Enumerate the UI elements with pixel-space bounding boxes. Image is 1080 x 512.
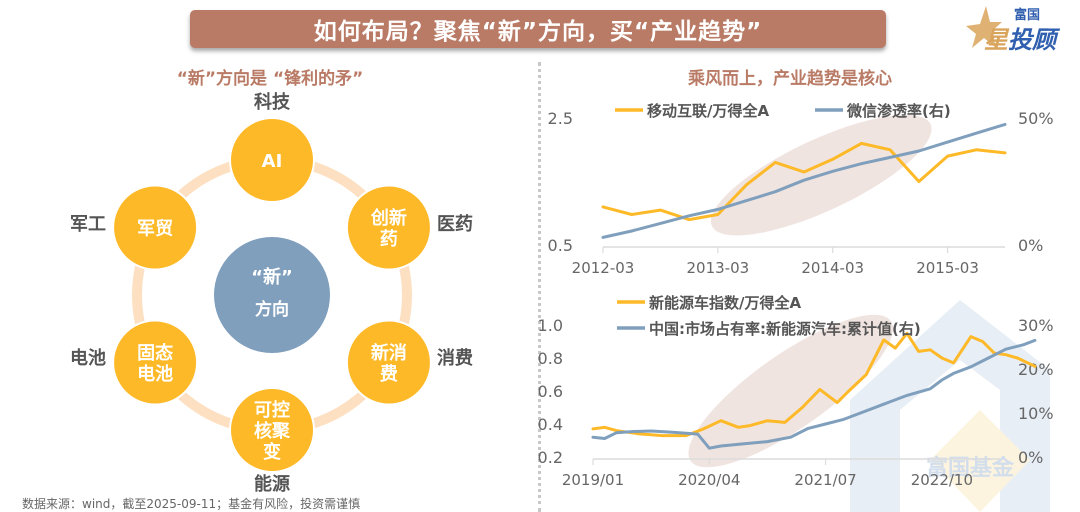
series-line-0 — [601, 141, 1007, 222]
logo-rest-text: 投顾 — [1008, 26, 1056, 54]
node-circle — [345, 319, 432, 406]
node-消费: 新消费 — [345, 319, 432, 406]
category-label: 电池 — [70, 347, 106, 369]
page-title: 如何布局？聚焦“新”方向，买“产业趋势” — [313, 19, 763, 45]
legend-label: 移动互联/万得全A — [647, 102, 769, 120]
series-line-0 — [591, 331, 1037, 438]
category-label: 科技 — [254, 91, 291, 113]
star-icon — [966, 6, 1002, 48]
x-tick-label: 2021/07 — [794, 471, 856, 489]
node-text: 创新 — [370, 207, 407, 229]
y2-tick-label: 20% — [1018, 360, 1054, 379]
node-军工: 军贸 — [112, 184, 199, 271]
legend-label: 中国:市场占有率:新能源汽车:累计值(右) — [649, 320, 921, 338]
y2-tick-label: 10% — [1018, 404, 1054, 423]
y2-tick-label: 0% — [1018, 236, 1043, 255]
node-text: 可控 — [254, 399, 290, 421]
node-text: 费 — [380, 364, 398, 385]
logo-subtext: 富国 — [1014, 8, 1041, 23]
title-banner: 如何布局？聚焦“新”方向，买“产业趋势” — [190, 10, 886, 48]
series-line-1 — [591, 338, 1037, 450]
node-text: 电池 — [137, 363, 173, 385]
brand-logo: 富国 星投顾 — [962, 2, 1074, 55]
legend-label: 新能源车指数/万得全A — [649, 294, 801, 312]
node-circle — [345, 184, 432, 271]
x-tick-label: 2012-03 — [572, 259, 635, 277]
highlight-ellipse — [688, 314, 893, 468]
y-tick-label: 0.5 — [548, 236, 573, 255]
center-text-line2: 方向 — [255, 299, 289, 320]
x-tick-label: 2013-03 — [687, 259, 750, 277]
section-divider — [538, 62, 541, 512]
y2-tick-label: 30% — [1018, 316, 1054, 335]
node-科技: AI — [229, 117, 315, 203]
right-section-title: 乘风而上，产业趋势是核心 — [688, 69, 892, 89]
node-text: 核聚 — [254, 420, 291, 442]
y-tick-label: 0.8 — [538, 349, 563, 368]
node-医药: 创新药 — [345, 184, 432, 271]
data-source-note: 数据来源：wind，截至2025-09-11；基金有风险，投资需谨慎 — [22, 497, 361, 511]
node-text: 固态 — [137, 342, 173, 364]
node-text: 新消 — [371, 342, 407, 364]
y-tick-label: 1.0 — [538, 316, 563, 335]
center-circle — [214, 237, 330, 353]
center-text-line1: “新” — [251, 266, 293, 288]
logo-star-char: 星 — [984, 26, 1008, 54]
y-tick-label: 0.2 — [538, 448, 563, 467]
left-section-title: “新”方向是 “锋利的矛” — [176, 69, 364, 89]
x-tick-label: 2020/04 — [678, 471, 740, 489]
series-line-1 — [601, 122, 1007, 239]
y2-tick-label: 0% — [1018, 448, 1043, 467]
logo-maintext: 星投顾 — [984, 20, 1056, 55]
node-text: 军贸 — [137, 218, 173, 240]
node-text: 药 — [380, 228, 398, 250]
x-tick-label: 2015-03 — [916, 259, 979, 277]
node-text: 变 — [263, 441, 281, 463]
x-tick-label: 2019/01 — [562, 471, 624, 489]
category-label: 能源 — [254, 473, 290, 495]
node-circle — [112, 184, 199, 271]
node-circle — [229, 387, 315, 473]
legend-label: 微信渗透率(右) — [846, 102, 951, 120]
y-tick-label: 2.5 — [548, 109, 573, 128]
x-tick-label: 2022/10 — [911, 471, 973, 489]
node-circle — [229, 117, 315, 203]
node-circle — [112, 319, 199, 406]
y-tick-label: 0.4 — [538, 415, 563, 434]
category-label: 医药 — [437, 213, 473, 235]
y-tick-label: 0.6 — [538, 382, 563, 401]
node-text: AI — [262, 151, 283, 172]
y2-tick-label: 50% — [1018, 109, 1054, 128]
category-label: 消费 — [437, 347, 473, 369]
category-label: 军工 — [70, 214, 106, 235]
x-tick-label: 2014-03 — [801, 259, 864, 277]
